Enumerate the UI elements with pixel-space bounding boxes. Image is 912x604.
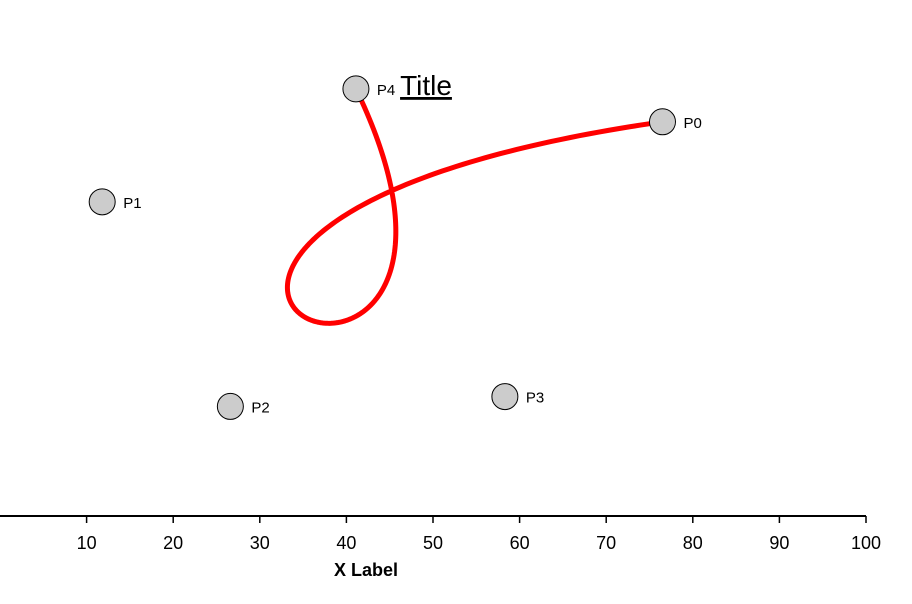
point-p2 — [216, 392, 244, 420]
point-label-p0: P0 — [683, 115, 701, 132]
point-label-p1: P1 — [123, 195, 141, 212]
x-tick-label-40: 40 — [336, 533, 356, 553]
x-tick-label-90: 90 — [769, 533, 789, 553]
point-p1 — [88, 188, 116, 216]
x-tick-label-30: 30 — [250, 533, 270, 553]
x-axis: 10 20 30 40 50 60 70 80 90 100 — [0, 515, 881, 553]
x-tick-label-20: 20 — [163, 533, 183, 553]
bezier-curve — [284, 86, 665, 326]
x-tick-label-80: 80 — [683, 533, 703, 553]
x-tick-label-60: 60 — [510, 533, 530, 553]
x-tick-label-50: 50 — [423, 533, 443, 553]
point-p3 — [491, 383, 519, 411]
x-tick-label-10: 10 — [77, 533, 97, 553]
curve-layer — [284, 86, 665, 326]
x-tick-label-70: 70 — [596, 533, 616, 553]
point-p4 — [342, 75, 370, 103]
x-axis-title: X Label — [334, 560, 398, 580]
point-label-p2: P2 — [251, 399, 269, 416]
points-layer: P0 P1 P2 P3 P4 — [88, 75, 702, 420]
point-label-p3: P3 — [526, 390, 544, 407]
x-tick-label-100: 100 — [851, 533, 881, 553]
chart-title: Title — [400, 70, 452, 101]
point-p0 — [648, 108, 676, 136]
point-label-p4: P4 — [377, 82, 395, 99]
